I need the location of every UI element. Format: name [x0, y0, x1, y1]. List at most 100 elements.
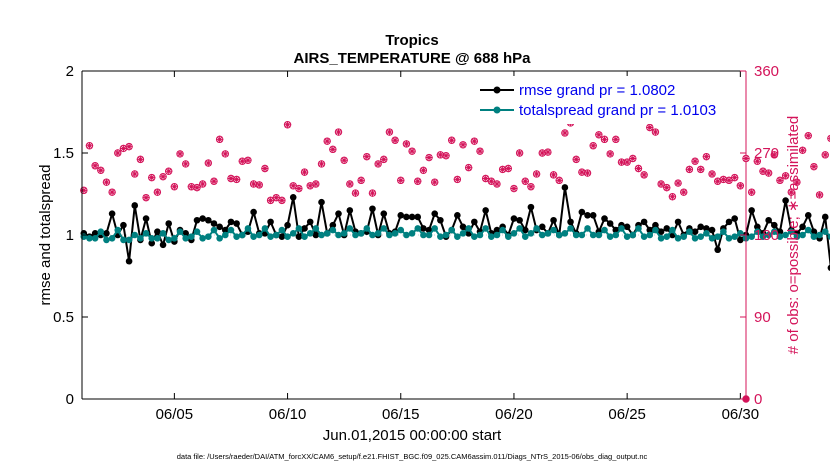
y-tick-label-left: 0.5	[53, 309, 74, 326]
series-point-0	[482, 207, 489, 214]
series-point-1	[827, 233, 830, 240]
series-point-1	[544, 230, 552, 237]
obs-point	[351, 189, 360, 197]
obs-point	[730, 173, 739, 182]
obs-assimilated-marker	[442, 152, 450, 160]
obs-point	[317, 160, 326, 168]
series-point-0	[205, 216, 212, 224]
series-point-1	[267, 233, 274, 240]
series-point-1	[646, 231, 654, 239]
obs-assimilated-marker	[329, 145, 337, 153]
obs-assimilated-marker	[549, 171, 558, 179]
obs-point	[781, 172, 790, 180]
obs-assimilated-marker	[810, 163, 818, 171]
obs-point	[476, 147, 484, 155]
obs-assimilated-marker	[368, 189, 377, 197]
series-point-1	[754, 228, 761, 236]
obs-assimilated-marker	[770, 151, 778, 159]
series-point-1	[193, 228, 201, 236]
obs-assimilated-marker	[561, 129, 569, 137]
series-point-0	[748, 207, 755, 214]
obs-assimilated-marker	[193, 184, 201, 192]
obs-point	[821, 151, 829, 159]
series-point-1	[357, 230, 365, 237]
series-point-1	[306, 230, 314, 237]
obs-point	[634, 164, 643, 173]
obs-point	[459, 141, 467, 149]
obs-point	[238, 157, 246, 165]
series-point-0	[437, 216, 444, 224]
obs-point	[527, 183, 535, 191]
series-point-1	[403, 231, 410, 239]
obs-assimilated-marker	[414, 177, 422, 185]
series-point-0	[403, 213, 410, 221]
obs-assimilated-marker	[482, 174, 490, 183]
legend-box	[474, 76, 738, 124]
obs-assimilated-marker	[487, 177, 495, 185]
series-point-1	[397, 226, 405, 234]
obs-assimilated-marker	[323, 137, 331, 145]
series-point-1	[176, 228, 184, 236]
obs-assimilated-marker	[108, 188, 116, 196]
obs-point	[668, 193, 677, 201]
series-point-1	[720, 228, 727, 236]
y-tick-label-left: 2	[66, 63, 74, 80]
legend-marker-totalspread	[493, 106, 501, 114]
obs-point	[368, 189, 377, 197]
obs-point	[108, 188, 116, 196]
series-point-1	[765, 231, 772, 239]
obs-assimilated-marker	[600, 135, 609, 143]
series-point-1	[425, 231, 433, 239]
series-point-1	[250, 233, 257, 240]
series-point-0	[567, 218, 574, 226]
obs-point	[583, 169, 592, 177]
series-point-1	[227, 226, 235, 234]
obs-point	[131, 170, 139, 178]
series-point-0	[754, 223, 761, 231]
series-point-1	[97, 228, 105, 236]
series-point-0	[210, 220, 218, 227]
obs-assimilated-marker	[697, 165, 705, 173]
series-point-1	[635, 225, 642, 232]
obs-assimilated-marker	[493, 180, 501, 188]
series-point-1	[459, 230, 467, 237]
obs-point	[719, 175, 728, 184]
obs-point	[323, 137, 331, 145]
series-point-1	[289, 230, 297, 237]
obs-point	[685, 165, 694, 174]
series-point-0	[561, 184, 569, 191]
series-point-0	[493, 226, 501, 234]
series-point-1	[86, 234, 93, 242]
obs-point	[623, 158, 631, 166]
obs-point	[753, 157, 762, 165]
series-point-0	[165, 220, 173, 227]
series-point-1	[629, 231, 637, 239]
obs-assimilated-marker	[408, 147, 416, 155]
series-point-0	[652, 221, 659, 229]
series-point-0	[414, 213, 422, 221]
series-point-0	[527, 203, 535, 211]
obs-assimilated-marker	[674, 179, 682, 187]
series-point-1	[137, 234, 144, 242]
series-point-0	[708, 226, 716, 234]
series-point-1	[737, 230, 744, 237]
series-point-0	[782, 197, 789, 204]
series-point-0	[578, 208, 586, 216]
series-point-1	[488, 233, 495, 240]
series-point-1	[437, 233, 444, 240]
obs-point	[414, 177, 422, 185]
obs-assimilated-marker	[646, 123, 654, 132]
series-point-1	[363, 225, 371, 232]
obs-assimilated-marker	[199, 180, 207, 188]
obs-point	[538, 149, 546, 157]
obs-point	[680, 188, 688, 196]
series-point-0	[103, 230, 110, 237]
obs-point	[572, 155, 580, 164]
series-point-1	[312, 225, 320, 232]
y-tick-label-right: 270	[754, 145, 779, 162]
obs-assimilated-marker	[748, 188, 756, 196]
obs-point	[300, 168, 309, 176]
line-series	[80, 184, 830, 271]
series-point-1	[261, 225, 269, 232]
obs-assimilated-marker	[668, 193, 677, 201]
